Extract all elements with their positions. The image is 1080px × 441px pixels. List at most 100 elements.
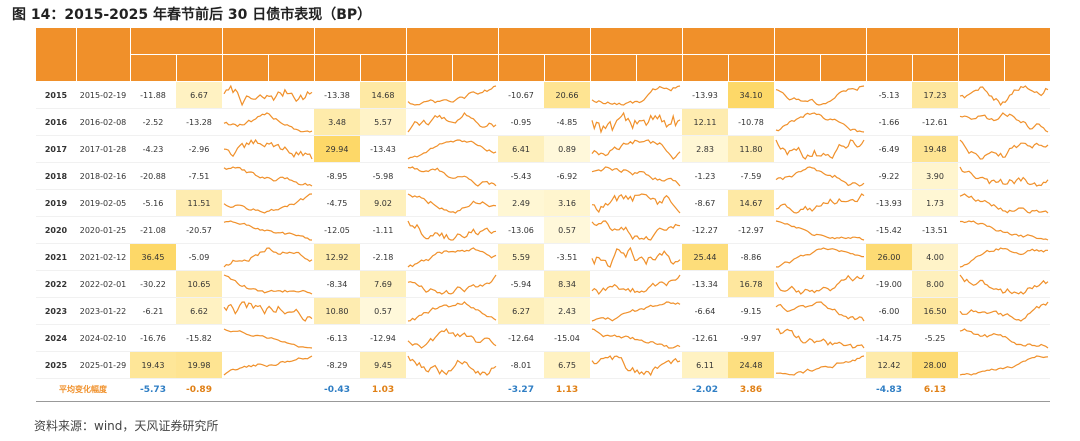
sparkline xyxy=(775,165,865,187)
before-value-cell: -5.94 xyxy=(498,270,544,298)
sparkline xyxy=(223,84,313,107)
sparkline xyxy=(407,274,497,295)
before-value-cell: -12.27 xyxy=(682,216,728,244)
sparkline xyxy=(775,219,865,241)
after-value-cell: 20.66 xyxy=(544,81,590,109)
after-value-cell: 19.48 xyxy=(912,135,958,163)
after-value-cell: 9.02 xyxy=(360,189,406,217)
sparkline-path xyxy=(407,84,497,106)
before-value-cell: -8.67 xyxy=(682,189,728,217)
sparkline-path xyxy=(407,246,497,267)
after-value-cell: 6.75 xyxy=(544,351,590,379)
before-value-cell: -20.88 xyxy=(130,162,176,190)
header-group-7 xyxy=(774,28,867,55)
header-row-sub xyxy=(36,54,1051,82)
sparkline-path xyxy=(591,354,681,376)
sparkline-cell xyxy=(774,270,866,298)
sparkline-cell xyxy=(590,324,682,352)
sparkline-path xyxy=(223,165,313,187)
before-value-cell: -6.21 xyxy=(130,297,176,325)
after-value-cell: 8.34 xyxy=(544,270,590,298)
before-value-cell: 6.41 xyxy=(498,135,544,163)
header-after-7 xyxy=(820,54,867,82)
sparkline-cell xyxy=(958,270,1050,298)
sparkline-cell xyxy=(406,351,498,379)
before-value-cell: -5.43 xyxy=(498,162,544,190)
figure-title: 图 14：2015-2025 年春节前后 30 日债市表现（BP） xyxy=(12,7,372,23)
average-spacer xyxy=(590,378,682,402)
after-value-cell: 0.89 xyxy=(544,135,590,163)
after-value-cell: 16.50 xyxy=(912,297,958,325)
sparkline-path xyxy=(775,84,865,106)
festival-date-cell: 2022-02-01 xyxy=(76,270,130,298)
sparkline xyxy=(223,300,313,322)
sparkline-path xyxy=(775,327,865,348)
average-before-cell: -5.73 xyxy=(130,378,176,402)
sparkline-cell xyxy=(774,297,866,325)
sparkline-cell xyxy=(222,216,314,244)
sparkline xyxy=(407,138,497,160)
bond-table-wrapper: 2015 2015-02-19 -11.88 6.67 -13.38 14.68 -10.6… xyxy=(36,28,1051,402)
sparkline-cell xyxy=(406,108,498,136)
before-value-cell: -5.16 xyxy=(130,189,176,217)
after-value-cell: -1.11 xyxy=(360,216,406,244)
table-row: 2015 2015-02-19 -11.88 6.67 -13.38 14.68 -10.6… xyxy=(36,81,1050,109)
sparkline-path xyxy=(591,165,681,186)
sparkline-path xyxy=(223,84,313,107)
sparkline-cell xyxy=(774,135,866,163)
before-value-cell: -1.23 xyxy=(682,162,728,190)
sparkline-cell xyxy=(222,81,314,109)
header-before-0 xyxy=(130,54,177,82)
after-value-cell: 11.51 xyxy=(176,189,222,217)
sparkline-path xyxy=(223,111,313,133)
header-group-4 xyxy=(498,28,591,55)
after-value-cell: -12.97 xyxy=(728,216,774,244)
sparkline-cell xyxy=(958,81,1050,109)
sparkline-path xyxy=(960,219,1049,241)
festival-date-cell: 2016-02-08 xyxy=(76,108,130,136)
sparkline-cell xyxy=(590,243,682,271)
sparkline-cell xyxy=(958,162,1050,190)
average-after-cell: 1.13 xyxy=(544,378,590,402)
year-cell: 2016 xyxy=(36,108,76,136)
header-group-5 xyxy=(590,28,683,55)
year-cell: 2023 xyxy=(36,297,76,325)
after-value-cell: 8.00 xyxy=(912,270,958,298)
after-value-cell: -15.82 xyxy=(176,324,222,352)
sparkline-path xyxy=(223,138,313,159)
table-row: 2021 2021-02-12 36.45 -5.09 12.92 -2.18 5.59 -3… xyxy=(36,243,1050,271)
sparkline-cell xyxy=(590,189,682,217)
sparkline xyxy=(959,327,1049,348)
before-value-cell: -6.64 xyxy=(682,297,728,325)
sparkline-path xyxy=(959,111,1049,133)
festival-date-cell: 2018-02-16 xyxy=(76,162,130,190)
sparkline-cell xyxy=(774,189,866,217)
before-value-cell: 12.42 xyxy=(866,351,912,379)
average-after-cell: 6.13 xyxy=(912,378,958,402)
sparkline xyxy=(407,111,497,132)
before-value-cell: -6.49 xyxy=(866,135,912,163)
sparkline xyxy=(591,354,681,376)
sparkline-cell xyxy=(958,189,1050,217)
sparkline-path xyxy=(959,274,1049,295)
average-before-cell: -0.43 xyxy=(314,378,360,402)
header-before-6 xyxy=(682,54,729,82)
sparkline-path xyxy=(959,327,1049,348)
sparkline-cell xyxy=(222,243,314,271)
header-after-4 xyxy=(544,54,591,82)
header-before-3 xyxy=(406,54,453,82)
before-value-cell: -8.95 xyxy=(314,162,360,190)
sparkline xyxy=(960,219,1049,241)
table-row: 2020 2020-01-25 -21.08 -20.57 -12.05 -1.11 -13… xyxy=(36,216,1050,244)
after-value-cell: -9.97 xyxy=(728,324,774,352)
after-value-cell: 0.57 xyxy=(544,216,590,244)
festival-date-cell: 2020-01-25 xyxy=(76,216,130,244)
sparkline-path xyxy=(407,300,497,322)
before-value-cell: 12.92 xyxy=(314,243,360,271)
sparkline-path xyxy=(223,354,313,375)
sparkline-cell xyxy=(406,135,498,163)
after-value-cell: 9.45 xyxy=(360,351,406,379)
before-value-cell: -11.88 xyxy=(130,81,176,109)
sparkline-cell xyxy=(590,270,682,298)
after-value-cell: -7.59 xyxy=(728,162,774,190)
